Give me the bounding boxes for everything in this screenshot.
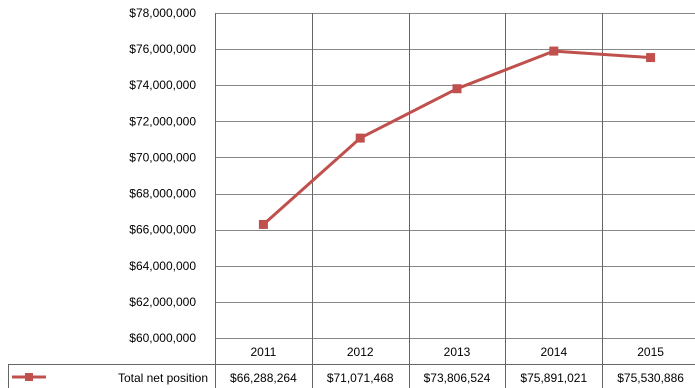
category-label: 2012	[347, 345, 374, 359]
gridlines	[215, 13, 695, 339]
value-cell: $75,891,021	[520, 371, 587, 385]
y-tick-label: $64,000,000	[129, 259, 196, 273]
y-tick-label: $72,000,000	[129, 114, 196, 128]
series-total-net-position	[258, 46, 656, 229]
y-tick-label: $66,000,000	[129, 223, 196, 237]
y-tick-label: $70,000,000	[129, 150, 196, 164]
value-cell: $75,530,886	[617, 371, 684, 385]
data-point-marker	[549, 46, 559, 56]
category-label: 2014	[540, 345, 567, 359]
legend-series-name: Total net position	[118, 371, 208, 385]
y-tick-label: $68,000,000	[129, 187, 196, 201]
legend-marker-key	[25, 373, 33, 381]
category-label: 2011	[250, 345, 276, 359]
value-cell: $66,288,264	[230, 371, 297, 385]
y-axis-tick-labels: $60,000,000 $62,000,000 $64,000,000 $66,000…	[129, 6, 196, 345]
data-table: 2011 2012 2013 2014 2015 $66,288,264 $71,071,4…	[8, 13, 695, 388]
y-tick-label: $74,000,000	[129, 78, 196, 92]
series-line	[262, 49, 651, 226]
y-tick-label: $78,000,000	[129, 6, 196, 20]
data-point-marker	[452, 84, 462, 94]
value-cell: $73,806,524	[424, 371, 491, 385]
category-label: 2015	[637, 345, 664, 359]
value-cell: $71,071,468	[327, 371, 394, 385]
y-tick-label: $62,000,000	[129, 295, 196, 309]
y-tick-label: $60,000,000	[129, 331, 196, 345]
category-label: 2013	[444, 345, 471, 359]
data-point-marker	[258, 219, 268, 229]
y-tick-label: $76,000,000	[129, 42, 196, 56]
data-point-marker	[646, 53, 656, 63]
data-point-marker	[355, 133, 365, 143]
